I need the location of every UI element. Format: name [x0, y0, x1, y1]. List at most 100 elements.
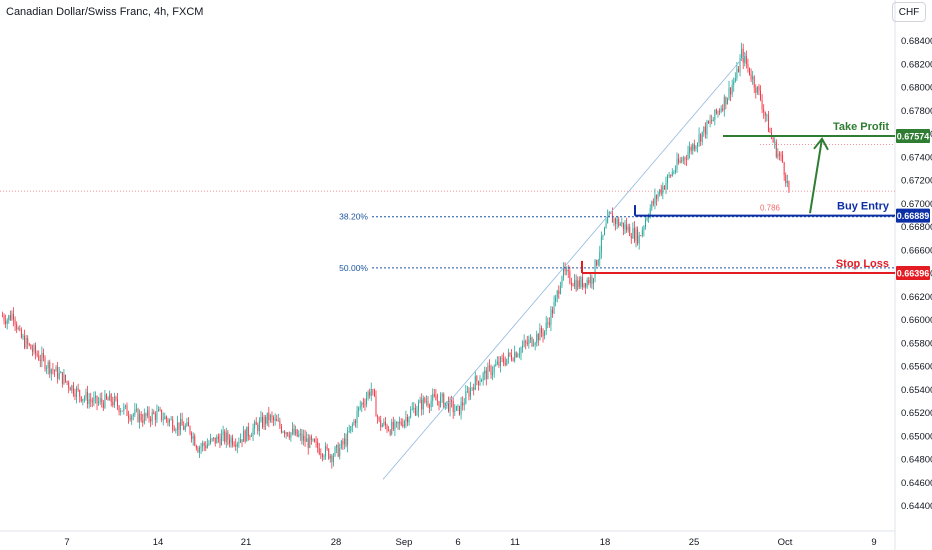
candle-body — [429, 405, 431, 408]
candle-body — [24, 336, 26, 348]
currency-button[interactable]: CHF — [892, 2, 926, 22]
candle-body — [547, 322, 549, 324]
candle-body — [657, 194, 659, 199]
candle-body — [413, 407, 415, 409]
candle-body — [462, 402, 464, 406]
candle-body — [488, 365, 490, 367]
candle-body — [321, 454, 323, 458]
candle-body — [588, 279, 590, 284]
price-badge-label: 0.67574 — [897, 132, 930, 142]
candle-body — [778, 153, 780, 155]
candle-body — [443, 393, 445, 408]
candle-body — [495, 364, 497, 367]
x-tick-label: 7 — [64, 537, 69, 548]
candle-body — [586, 279, 588, 288]
x-tick-label: Oct — [778, 537, 793, 548]
x-tick-label: 14 — [153, 537, 164, 548]
y-tick-label: 0.68400 — [901, 36, 932, 47]
candle-body — [700, 134, 702, 142]
candle-body — [455, 405, 457, 411]
chart-title: Canadian Dollar/Swiss Franc, 4h, FXCM — [6, 6, 204, 18]
candle-body — [616, 218, 618, 225]
candle-body — [3, 316, 5, 321]
candle-body — [49, 362, 51, 374]
candle-body — [80, 396, 82, 402]
candle-body — [158, 409, 159, 412]
candle-body — [268, 412, 270, 421]
candle-body — [741, 48, 743, 59]
candle-body — [373, 389, 375, 397]
candle-body — [87, 392, 89, 404]
y-tick-label: 0.65400 — [901, 385, 932, 396]
candle-body — [20, 329, 22, 338]
candle-body — [243, 430, 245, 442]
candle-body — [774, 141, 776, 143]
candle-body — [671, 172, 673, 177]
candle-body — [36, 353, 38, 356]
candle-body — [613, 218, 615, 223]
candle-body — [421, 399, 423, 410]
candle-body — [128, 415, 130, 418]
candle-body — [739, 58, 741, 73]
candle-body — [772, 137, 774, 143]
candle-body — [82, 398, 84, 402]
candle-body — [69, 387, 71, 391]
candle-body — [485, 370, 487, 380]
candle-body — [153, 412, 155, 414]
candle-body — [670, 175, 672, 177]
candle-body — [328, 448, 330, 459]
candle-body — [156, 411, 158, 421]
candle-body — [320, 454, 322, 455]
candle-body — [210, 438, 211, 444]
candle-body — [665, 182, 667, 190]
candle-body — [638, 235, 640, 244]
candle-body — [251, 436, 252, 437]
candle-body — [764, 111, 766, 116]
candle-body — [766, 115, 768, 116]
candle-body — [9, 315, 11, 320]
candle-body — [717, 111, 719, 114]
candle-body — [159, 409, 161, 411]
candle-body — [145, 413, 147, 416]
candle-body — [332, 455, 334, 462]
candle-body — [27, 338, 29, 344]
candle-body — [632, 227, 634, 239]
candle-body — [339, 448, 341, 457]
candle-body — [767, 115, 769, 132]
candle-body — [331, 455, 333, 462]
candle-body — [109, 394, 111, 401]
candle-body — [77, 388, 79, 391]
candle-body — [763, 109, 765, 112]
candle-body — [169, 419, 171, 423]
x-tick-label: 11 — [510, 537, 520, 548]
candle-body — [282, 431, 284, 433]
candle-body — [186, 422, 188, 426]
candle-body — [399, 421, 401, 424]
candle-body — [604, 227, 605, 235]
y-tick-label: 0.68000 — [901, 83, 932, 94]
candle-body — [678, 159, 680, 163]
candle-body — [225, 432, 227, 442]
candle-body — [112, 401, 114, 406]
candle-body — [627, 226, 629, 231]
candle-body — [79, 390, 81, 397]
candle-body — [192, 435, 194, 440]
candle-body — [742, 48, 744, 63]
candle-body — [570, 282, 572, 285]
candle-body — [104, 394, 106, 408]
candle-body — [221, 434, 223, 446]
candle-body — [121, 410, 123, 412]
candle-body — [386, 425, 388, 431]
candle-body — [585, 283, 587, 288]
y-tick-label: 0.64600 — [901, 478, 932, 489]
x-tick-label: 18 — [600, 537, 611, 548]
candle-body — [706, 121, 708, 135]
candle-body — [173, 429, 175, 431]
candle-body — [13, 313, 14, 320]
candle-body — [16, 324, 18, 330]
y-tick-label: 0.65200 — [901, 408, 932, 419]
candle-body — [476, 376, 478, 382]
candle-body — [432, 394, 434, 401]
candle-body — [509, 352, 511, 355]
